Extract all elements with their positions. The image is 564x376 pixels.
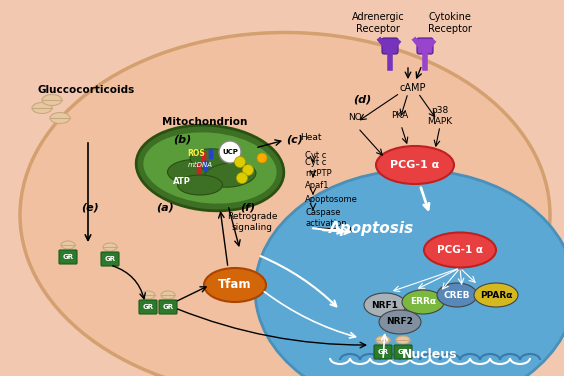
Text: NRF1: NRF1: [372, 300, 398, 309]
Ellipse shape: [376, 146, 454, 184]
Ellipse shape: [61, 241, 75, 249]
Text: UCP: UCP: [222, 149, 238, 155]
Ellipse shape: [50, 112, 70, 123]
FancyBboxPatch shape: [204, 161, 208, 171]
Circle shape: [235, 156, 245, 167]
Ellipse shape: [255, 170, 564, 376]
Text: GR: GR: [162, 304, 174, 310]
Circle shape: [236, 173, 248, 183]
Text: ROS: ROS: [187, 149, 205, 158]
Text: GR: GR: [63, 254, 73, 260]
Text: (c): (c): [287, 135, 303, 145]
Text: Apoptosis: Apoptosis: [329, 220, 415, 235]
Text: Cyt c: Cyt c: [305, 150, 327, 159]
Text: p38
MAPK: p38 MAPK: [428, 106, 452, 126]
Text: PCG-1 α: PCG-1 α: [437, 245, 483, 255]
Text: Cytokine
Receptor: Cytokine Receptor: [428, 12, 472, 33]
Ellipse shape: [161, 291, 175, 299]
Ellipse shape: [136, 125, 284, 211]
Text: Heat: Heat: [300, 133, 321, 143]
Ellipse shape: [402, 290, 444, 314]
Text: GR: GR: [398, 349, 408, 355]
Text: Retrograde
signaling: Retrograde signaling: [227, 212, 277, 232]
Ellipse shape: [168, 159, 223, 185]
Ellipse shape: [190, 149, 240, 171]
Ellipse shape: [376, 336, 390, 344]
Text: (a): (a): [156, 202, 174, 212]
Ellipse shape: [204, 268, 266, 302]
Ellipse shape: [474, 283, 518, 307]
Text: GR: GR: [143, 304, 153, 310]
Text: Tfam: Tfam: [218, 279, 252, 291]
FancyBboxPatch shape: [101, 252, 119, 266]
Text: CREB: CREB: [444, 291, 470, 300]
FancyBboxPatch shape: [382, 38, 398, 54]
Text: NO: NO: [348, 114, 362, 123]
Text: Cyt c
mtPTP: Cyt c mtPTP: [305, 158, 332, 178]
Text: Apoptosome: Apoptosome: [305, 196, 358, 205]
Text: (d): (d): [353, 94, 371, 104]
Ellipse shape: [103, 243, 117, 251]
Text: mtDNA: mtDNA: [187, 162, 213, 168]
Ellipse shape: [396, 336, 410, 344]
Ellipse shape: [364, 293, 406, 317]
Text: GR: GR: [377, 349, 389, 355]
Ellipse shape: [424, 232, 496, 267]
Text: PCG-1 α: PCG-1 α: [390, 160, 439, 170]
Ellipse shape: [204, 163, 256, 187]
Text: Gluccocorticoids: Gluccocorticoids: [38, 85, 135, 95]
Ellipse shape: [178, 175, 223, 195]
FancyBboxPatch shape: [209, 149, 213, 159]
Text: PKA: PKA: [391, 111, 409, 120]
Text: Apaf1: Apaf1: [305, 180, 329, 190]
Text: (f): (f): [240, 202, 255, 212]
Ellipse shape: [32, 103, 52, 114]
FancyBboxPatch shape: [417, 38, 433, 54]
FancyBboxPatch shape: [394, 345, 412, 359]
Text: Nucleus: Nucleus: [402, 349, 458, 361]
Text: NRF2: NRF2: [386, 317, 413, 326]
Text: (e): (e): [81, 202, 99, 212]
Text: (b): (b): [173, 135, 191, 145]
Ellipse shape: [141, 291, 155, 299]
FancyBboxPatch shape: [139, 300, 157, 314]
Text: Adrenergic
Receptor: Adrenergic Receptor: [351, 12, 404, 33]
Circle shape: [257, 153, 267, 163]
FancyBboxPatch shape: [59, 250, 77, 264]
Ellipse shape: [379, 310, 421, 334]
Text: cAMP: cAMP: [400, 83, 426, 93]
FancyBboxPatch shape: [159, 300, 177, 314]
FancyBboxPatch shape: [374, 345, 392, 359]
Ellipse shape: [143, 132, 277, 204]
Ellipse shape: [20, 32, 550, 376]
Text: PPARα: PPARα: [480, 291, 512, 300]
FancyBboxPatch shape: [202, 152, 206, 162]
Circle shape: [219, 141, 241, 163]
Ellipse shape: [437, 283, 477, 307]
Circle shape: [243, 165, 253, 176]
Text: Caspase
activation: Caspase activation: [305, 208, 347, 228]
FancyBboxPatch shape: [197, 164, 201, 174]
Text: GR: GR: [104, 256, 116, 262]
Text: Mitochondrion: Mitochondrion: [162, 117, 248, 127]
Text: ERRα: ERRα: [410, 297, 436, 306]
Ellipse shape: [42, 94, 62, 106]
Text: ATP: ATP: [173, 177, 191, 186]
